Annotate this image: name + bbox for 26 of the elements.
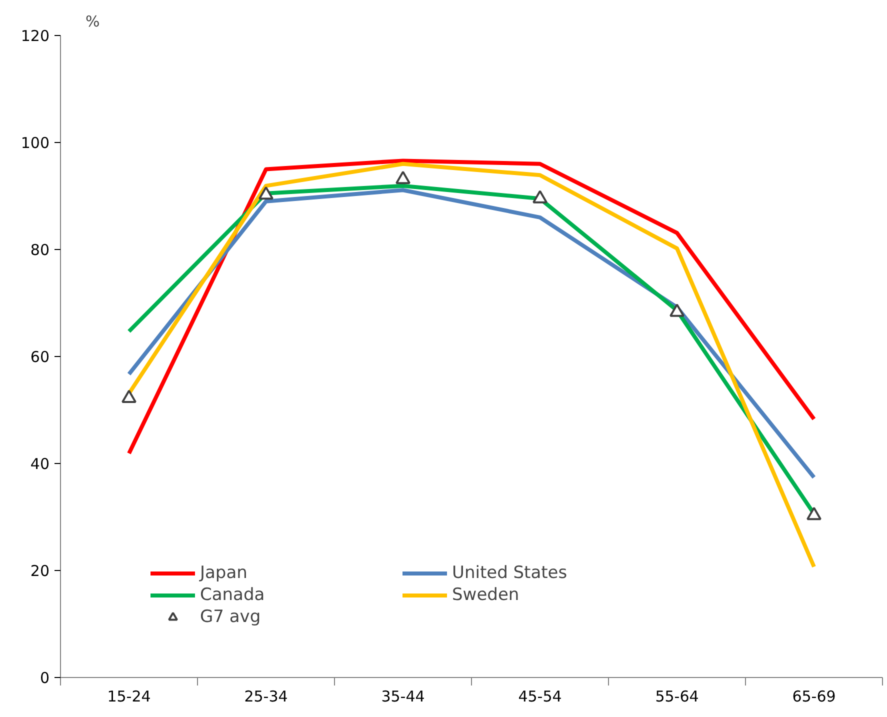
line-series: [127, 158, 816, 456]
point: [806, 506, 822, 520]
y-tick-label: 120: [20, 27, 50, 45]
point: [122, 390, 136, 403]
legend-label: Sweden: [452, 585, 520, 605]
y-axis-title: %: [86, 12, 100, 30]
x-tick-label: 35-44: [381, 688, 425, 706]
y-tick-label: 20: [30, 562, 50, 580]
point: [670, 304, 684, 317]
y-tick-label: 80: [30, 241, 50, 259]
x-tick-label: 55-64: [655, 688, 699, 706]
point: [396, 170, 410, 184]
legend-label: Japan: [200, 563, 248, 583]
x-tick-label: 15-24: [107, 688, 151, 706]
x-tick-label: 65-69: [792, 688, 836, 706]
x-tick-label: 25-34: [244, 688, 288, 706]
y-tick-label: 100: [20, 134, 50, 152]
point: [532, 190, 548, 204]
legend-label: G7 avg: [200, 607, 262, 627]
x-tick-label: 45-54: [518, 688, 562, 706]
legend-label: Canada: [200, 585, 266, 605]
y-tick-label: 0: [40, 669, 50, 687]
point: [258, 186, 274, 200]
legend-label: United States: [452, 563, 568, 583]
y-tick-label: 40: [30, 455, 50, 473]
y-tick-label: 60: [30, 348, 50, 366]
